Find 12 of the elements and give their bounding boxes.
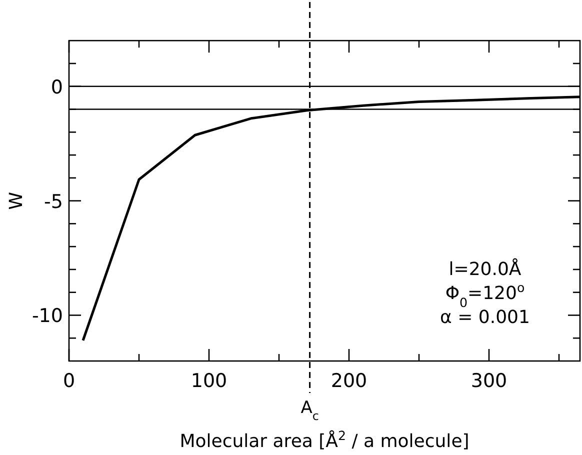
x-tick-label: 300 [470,370,508,392]
ref-line-label: A$_{c}$ [300,398,319,423]
x-tick-label: 100 [190,370,228,392]
y-tick-label: -5 [44,190,63,213]
y-axis-title: W [6,192,27,210]
annotation: Φ$_{0}$=120$^{o}$ [445,280,525,310]
annotation: l=20.0Å [448,258,522,280]
annotation: α = 0.001 [440,307,530,328]
x-tick-label: 200 [330,370,368,392]
y-tick-label: -10 [32,305,63,328]
x-axis-title: Molecular area [Å$^{2}$ / a molecule] [180,428,470,452]
y-tick-label: 0 [50,76,63,98]
